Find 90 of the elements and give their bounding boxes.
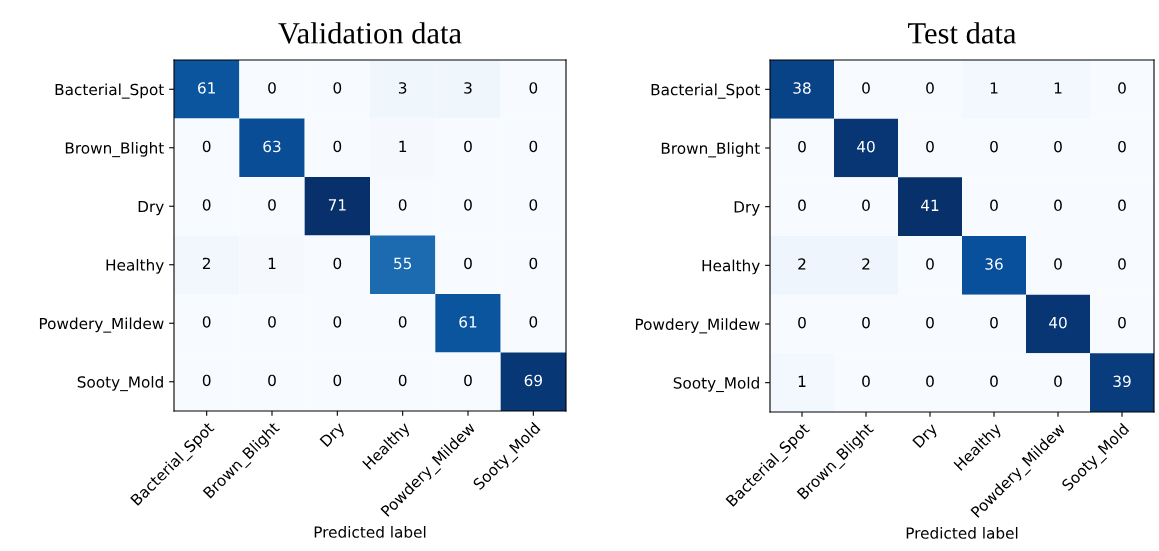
data-label: 0	[1118, 258, 1126, 270]
data-label: 2	[798, 258, 806, 270]
data-label: 0	[862, 316, 870, 329]
data-label: 0	[464, 140, 472, 153]
data-label: 1	[1054, 82, 1062, 94]
data-label: 0	[529, 199, 538, 211]
data-label: 0	[398, 316, 407, 328]
data-label: 0	[268, 374, 276, 387]
data-label: 36	[985, 258, 1003, 270]
data-label: 0	[1054, 140, 1062, 153]
data-label: 0	[1054, 258, 1062, 270]
data-label: 1	[798, 375, 806, 387]
data-label: 0	[529, 82, 538, 94]
data-label: 2	[202, 257, 210, 269]
data-label: 0	[1118, 316, 1126, 329]
data-label: 0	[333, 374, 342, 387]
chart-title: Validation data	[278, 22, 462, 44]
data-label: 0	[798, 140, 806, 153]
data-label: 0	[529, 316, 538, 328]
data-label: 0	[268, 316, 276, 328]
data-label: 61	[459, 316, 477, 328]
y-tick-label: Bacterial_Spot	[651, 83, 760, 99]
data-label: 38	[793, 82, 811, 94]
data-label: 41	[921, 199, 939, 211]
data-label: 0	[464, 199, 472, 211]
data-label: 0	[333, 257, 342, 270]
data-label: 0	[990, 140, 998, 153]
data-label: 0	[202, 316, 211, 328]
data-label: 0	[398, 199, 407, 211]
data-label: 0	[202, 140, 211, 153]
data-label: 0	[926, 140, 934, 153]
data-label: 0	[798, 199, 806, 212]
x-tick-label: Dry	[912, 422, 941, 451]
y-tick-label: Healthy	[106, 258, 164, 274]
data-label: 39	[1113, 375, 1131, 388]
data-label: 0	[1054, 199, 1062, 212]
data-label: 0	[926, 316, 934, 329]
data-label: 3	[464, 82, 472, 94]
data-label: 63	[263, 140, 281, 153]
data-label: 0	[862, 375, 870, 388]
data-label: 0	[990, 316, 998, 329]
data-label: 0	[862, 199, 870, 212]
data-label: 69	[524, 374, 542, 387]
data-label: 0	[398, 374, 407, 387]
data-label: 0	[202, 374, 211, 387]
data-label: 0	[926, 258, 934, 270]
data-label: 1	[268, 257, 276, 269]
data-label: 0	[862, 82, 870, 94]
data-label: 40	[1049, 316, 1067, 329]
data-label: 0	[529, 140, 538, 153]
data-label: 0	[333, 82, 342, 94]
data-label: 0	[798, 316, 806, 329]
data-label: 40	[857, 140, 875, 153]
data-label: 0	[333, 140, 342, 153]
data-label: 61	[198, 82, 215, 94]
data-label: 1	[990, 82, 998, 94]
data-label: 1	[399, 140, 407, 152]
data-label: 0	[1118, 140, 1126, 153]
data-label: 0	[202, 199, 211, 211]
data-label: 3	[398, 82, 407, 94]
data-label: 71	[328, 199, 346, 211]
data-label: 0	[464, 374, 472, 387]
y-tick-label: Healthy	[702, 259, 760, 275]
data-label: 0	[268, 82, 276, 94]
data-label: 0	[1054, 375, 1062, 388]
data-label: 0	[926, 375, 934, 388]
chart-title: Test data	[908, 22, 1017, 44]
y-tick-label: Powdery_Mildew	[635, 318, 760, 334]
y-tick-label: Dry	[138, 200, 164, 216]
x-tick-label: Dry	[319, 421, 348, 450]
y-tick-label: Sooty_Mold	[77, 375, 163, 392]
data-label: 0	[990, 199, 998, 212]
y-tick-label: Brown_Blight	[65, 141, 164, 158]
data-label: 0	[333, 316, 342, 328]
x-axis-title: Predicted label	[314, 526, 426, 538]
data-label: 0	[464, 257, 472, 270]
data-label: 2	[862, 258, 870, 270]
data-label: 0	[926, 82, 934, 94]
y-tick-label: Powdery_Mildew	[39, 317, 164, 333]
data-label: 0	[1118, 199, 1126, 212]
y-tick-label: Bacterial_Spot	[55, 83, 164, 99]
data-label: 0	[529, 257, 538, 270]
y-tick-label: Brown_Blight	[661, 142, 760, 158]
y-tick-label: Sooty_Mold	[673, 376, 759, 393]
data-label: 0	[1118, 82, 1126, 94]
x-axis-title: Predicted label	[906, 527, 1018, 539]
data-label: 0	[990, 375, 998, 388]
data-label: 0	[268, 199, 276, 211]
y-tick-label: Dry	[734, 201, 760, 216]
data-label: 55	[394, 257, 412, 270]
